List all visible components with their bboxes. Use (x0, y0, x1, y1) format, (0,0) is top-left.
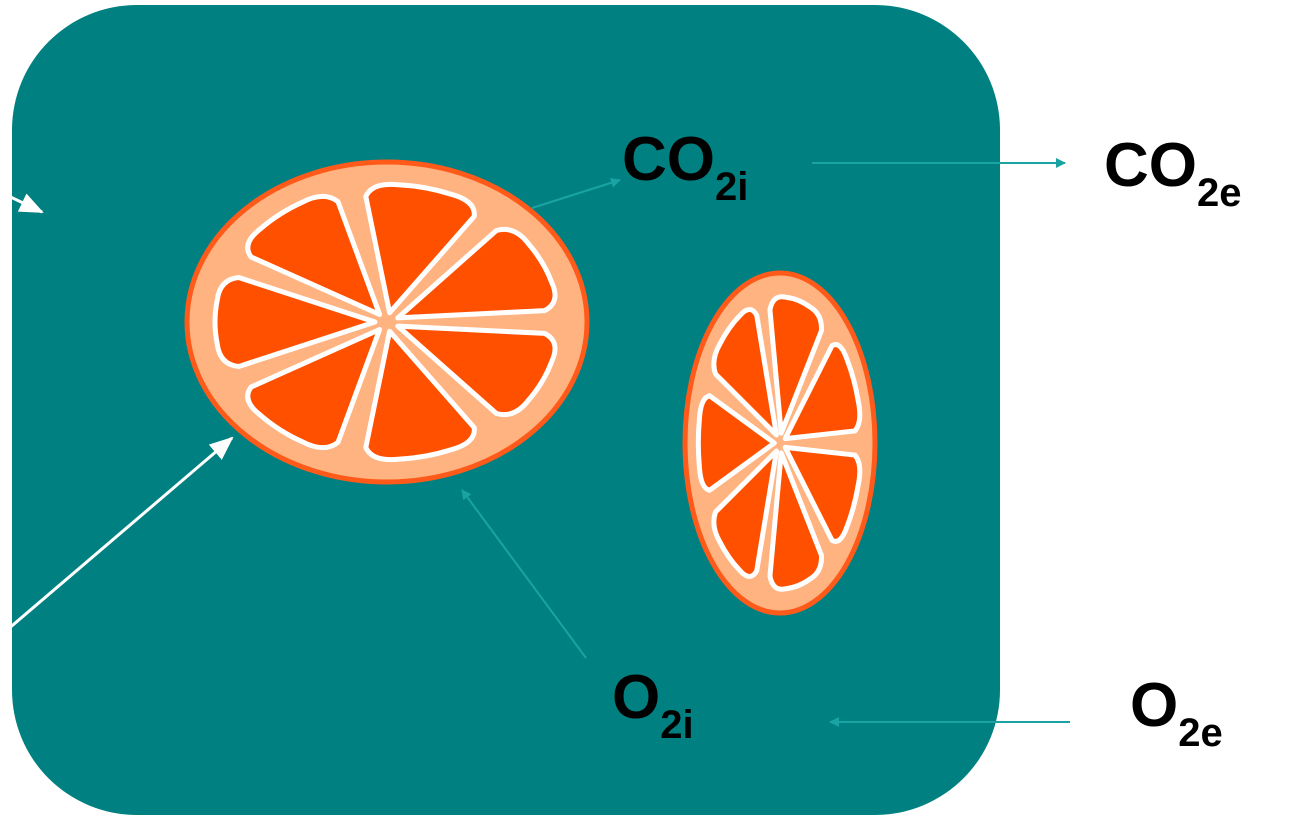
label-main: O (612, 663, 660, 732)
label-sub: 2i (715, 165, 748, 209)
label: O2e (1130, 671, 1223, 755)
orange-slice (685, 273, 875, 613)
label-sub: 2e (1197, 171, 1242, 215)
orange-slice (187, 162, 587, 482)
diagram: CO2i CO2e O2i O2e (0, 0, 1289, 818)
label: CO2e (1104, 131, 1242, 215)
label-main: CO (1104, 131, 1197, 200)
label-main: O (1130, 671, 1178, 740)
label-sub: 2e (1178, 711, 1223, 755)
label-main: CO (622, 125, 715, 194)
label-sub: 2i (660, 703, 693, 747)
